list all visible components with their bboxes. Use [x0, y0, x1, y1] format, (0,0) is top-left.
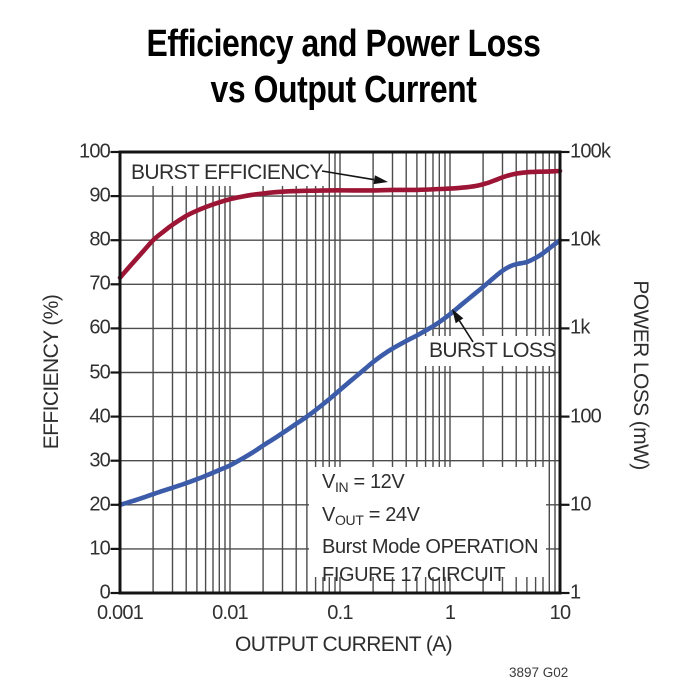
series-label-burst-efficiency: BURST EFFICIENCY: [131, 161, 323, 184]
x-tick-label: 1: [444, 602, 456, 624]
note-line-mode: Burst Mode OPERATION: [322, 536, 539, 558]
efficiency-label-background: [128, 153, 326, 186]
y-right-tick-label: 100: [570, 405, 602, 428]
y-left-tick-label: 70: [89, 272, 110, 295]
y-left-tick-label: 20: [89, 493, 110, 516]
conditions-note: VIN = 12V VOUT = 24V Burst Mode OPERATIO…: [322, 469, 539, 589]
y-left-tick-label: 30: [89, 449, 110, 472]
loss-label-background: [423, 336, 551, 366]
y-left-tick-label: 0: [99, 581, 111, 604]
note-line-vin: VIN = 12V: [322, 471, 405, 495]
page-title-line1: Efficiency and Power Loss: [146, 23, 541, 65]
curve-burst-loss: [117, 237, 563, 508]
page-title: Efficiency and Power Loss vs Output Curr…: [55, 21, 632, 113]
note-line-vout: VOUT = 24V: [322, 503, 420, 528]
x-tick-label: 10: [549, 602, 571, 624]
y-right-tick-label: 1k: [570, 316, 590, 339]
y-right-tick-label: 1: [570, 581, 581, 604]
y-left-tick-label: 90: [89, 184, 110, 207]
y-left-tick-label: 50: [89, 361, 110, 383]
series-label-burst-loss: BURST LOSS: [429, 339, 556, 362]
y-left-tick-label: 10: [89, 537, 110, 560]
x-tick-label: 0.001: [96, 602, 144, 624]
y-right-tick-label: 10: [570, 493, 591, 516]
curve-burst-efficiency: [117, 168, 563, 280]
axis-ticks: [110, 150, 570, 595]
note-line-circuit: FIGURE 17 CIRCUIT: [322, 563, 506, 586]
loss-label-arrow: [452, 309, 474, 343]
y-axis-right-title: POWER LOSS (mW): [629, 280, 652, 470]
x-tick-label: 0.1: [327, 602, 353, 624]
y-left-tick-label: 80: [89, 228, 110, 251]
note-background: [309, 467, 546, 577]
plot-border: [118, 150, 562, 595]
y-right-tick-label: 100k: [570, 140, 611, 163]
x-axis-title: OUTPUT CURRENT (A): [234, 633, 453, 656]
y-left-tick-label: 60: [89, 316, 110, 339]
figure-reference: 3897 G02: [509, 665, 569, 680]
page-title-line2: vs Output Current: [210, 69, 477, 111]
y-left-tick-label: 40: [89, 405, 110, 428]
x-tick-label: 0.01: [212, 602, 249, 624]
y-right-tick-label: 10k: [570, 228, 601, 251]
efficiency-label-arrow: [321, 170, 388, 185]
y-left-tick-label: 100: [79, 140, 111, 163]
